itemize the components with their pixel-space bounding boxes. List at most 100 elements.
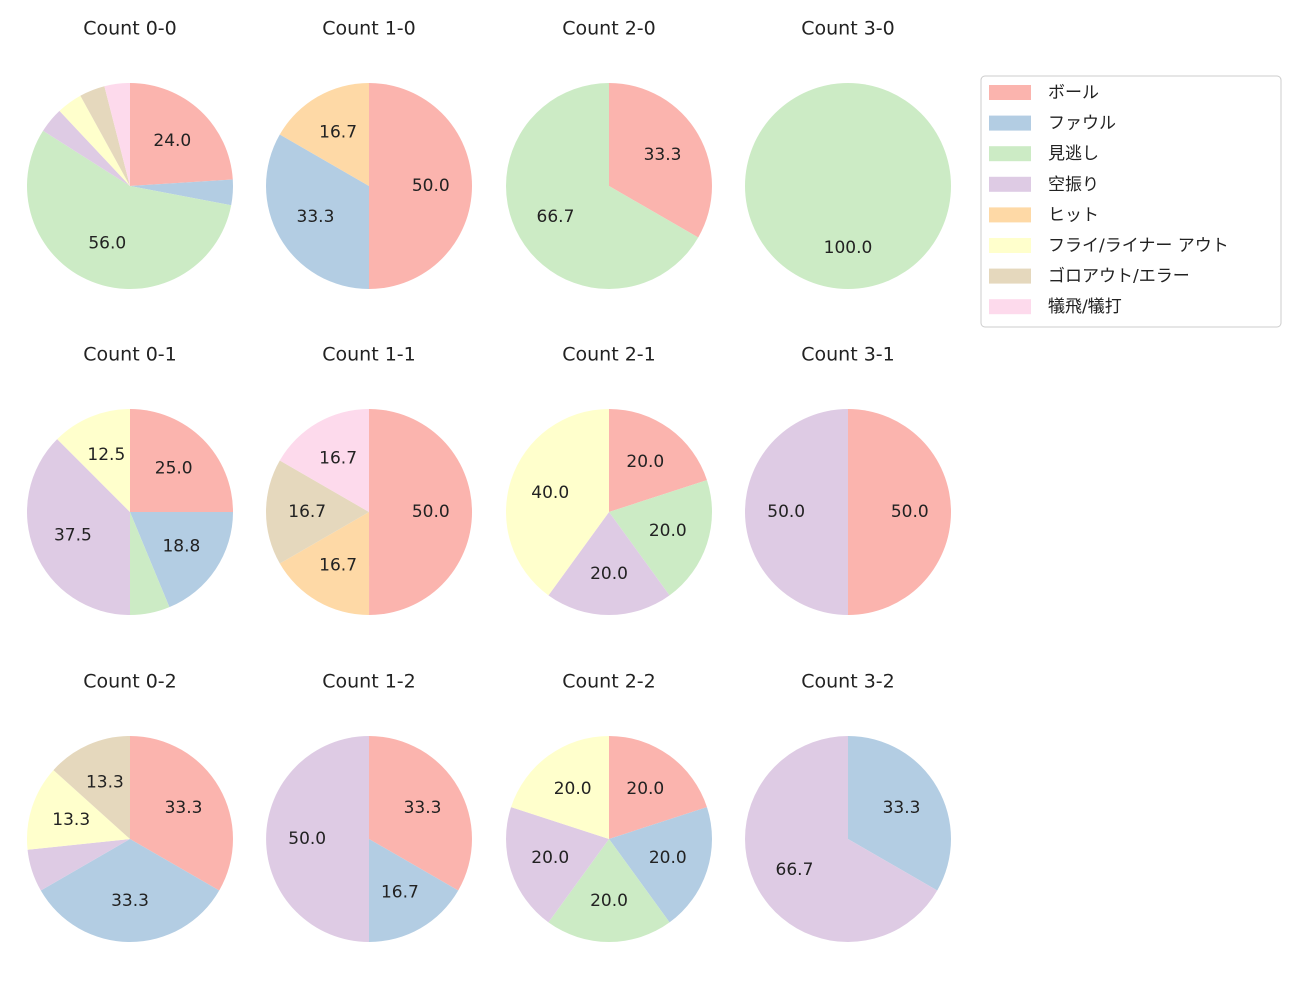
pie-slice xyxy=(548,839,670,942)
legend-swatch xyxy=(989,85,1031,100)
value-label: 40.0 xyxy=(531,483,569,503)
pie-slice xyxy=(104,83,130,186)
value-label: 50.0 xyxy=(412,502,450,522)
legend-label: ボール xyxy=(1048,83,1099,103)
value-label: 20.0 xyxy=(649,848,687,868)
legend-swatch xyxy=(989,115,1031,131)
value-label: 13.3 xyxy=(52,810,90,830)
pie-slice xyxy=(130,512,170,615)
value-label: 33.3 xyxy=(644,145,682,165)
chart-title: Count 1-0 xyxy=(322,18,416,40)
pie-slice xyxy=(609,480,712,596)
chart-title: Count 3-0 xyxy=(801,18,895,40)
pie-slice xyxy=(43,110,130,186)
pie-slice xyxy=(609,83,713,238)
chart-title: Count 0-0 xyxy=(83,18,177,40)
pie-slice xyxy=(506,409,609,596)
legend-label: フライ/ライナー アウト xyxy=(1048,236,1229,256)
chart-title: Count 3-2 xyxy=(801,671,895,693)
value-label: 16.7 xyxy=(319,448,357,468)
legend-swatch xyxy=(989,268,1031,284)
legend-label: ヒット xyxy=(1048,205,1099,225)
legend-swatch xyxy=(989,299,1031,315)
pie-slice xyxy=(848,409,951,615)
value-label: 20.0 xyxy=(590,564,628,584)
pie-slice xyxy=(609,409,707,512)
pie-slice xyxy=(609,736,707,839)
pie-slice xyxy=(506,807,609,923)
legend-label: ゴロアウト/エラー xyxy=(1048,266,1190,287)
value-label: 16.7 xyxy=(381,883,419,903)
value-label: 50.0 xyxy=(412,176,450,196)
value-label: 20.0 xyxy=(554,779,592,799)
value-label: 50.0 xyxy=(767,502,805,522)
pie-slice xyxy=(279,512,370,615)
value-label: 37.5 xyxy=(54,526,92,546)
legend-swatch xyxy=(989,207,1031,223)
pie-slice xyxy=(369,736,472,891)
value-label: 12.5 xyxy=(87,445,125,465)
pie-slice xyxy=(53,736,130,839)
pie-slice xyxy=(265,134,369,289)
value-label: 50.0 xyxy=(288,829,326,849)
pie-slice xyxy=(130,409,233,512)
pie-slice xyxy=(369,839,459,942)
pie-slice xyxy=(745,409,848,615)
chart-title: Count 1-2 xyxy=(322,671,416,693)
value-label: 56.0 xyxy=(88,233,126,253)
pie-slice xyxy=(745,736,938,942)
pie-slice xyxy=(130,736,233,891)
legend-label: 犠飛/犠打 xyxy=(1048,297,1122,317)
pie-slice xyxy=(279,409,369,512)
pie-slice xyxy=(266,736,369,942)
legend-swatch xyxy=(989,176,1031,192)
pie-slice xyxy=(130,83,233,186)
value-label: 33.3 xyxy=(111,891,149,911)
legend-label: 空振り xyxy=(1048,175,1099,195)
pie-slice xyxy=(506,83,699,289)
pie-slice xyxy=(848,736,951,891)
pie-slice xyxy=(27,839,131,891)
legend-label: ファウル xyxy=(1048,114,1116,134)
legend-box xyxy=(980,75,1282,328)
pie-slice xyxy=(548,512,670,615)
pie-slice xyxy=(27,770,131,850)
pie-slice xyxy=(369,83,472,289)
pie-slice xyxy=(130,179,233,206)
chart-title: Count 0-1 xyxy=(83,344,177,366)
value-label: 24.0 xyxy=(153,131,191,151)
value-label: 66.7 xyxy=(776,860,814,880)
legend-swatch xyxy=(989,238,1031,253)
pie-slice xyxy=(266,460,369,564)
pie-slice xyxy=(279,83,369,186)
pie-slice xyxy=(609,807,712,923)
value-label: 100.0 xyxy=(824,238,873,258)
value-label: 33.3 xyxy=(883,798,921,818)
chart-title: Count 2-1 xyxy=(562,344,656,366)
value-label: 20.0 xyxy=(626,779,664,799)
pie-slice xyxy=(745,83,951,289)
value-label: 33.3 xyxy=(404,798,442,818)
pie-slice xyxy=(40,839,220,942)
chart-title: Count 2-0 xyxy=(562,18,656,40)
value-label: 13.3 xyxy=(86,773,124,793)
chart-title: Count 1-1 xyxy=(322,344,416,366)
value-label: 66.7 xyxy=(537,207,575,227)
pie-slice xyxy=(59,95,130,186)
pie-slice xyxy=(27,439,130,615)
value-label: 16.7 xyxy=(288,502,326,522)
value-label: 20.0 xyxy=(649,521,687,541)
pie-slice xyxy=(80,86,130,186)
value-label: 25.0 xyxy=(155,458,193,478)
value-label: 50.0 xyxy=(891,502,929,522)
value-label: 33.3 xyxy=(297,207,335,227)
value-label: 16.7 xyxy=(319,556,357,576)
pie-slice xyxy=(57,409,131,512)
pie-slice xyxy=(511,736,609,839)
legend-swatch xyxy=(989,146,1031,162)
chart-title: Count 3-1 xyxy=(801,344,895,366)
value-label: 16.7 xyxy=(319,122,357,142)
chart-title: Count 2-2 xyxy=(562,671,656,693)
value-label: 33.3 xyxy=(165,798,203,818)
